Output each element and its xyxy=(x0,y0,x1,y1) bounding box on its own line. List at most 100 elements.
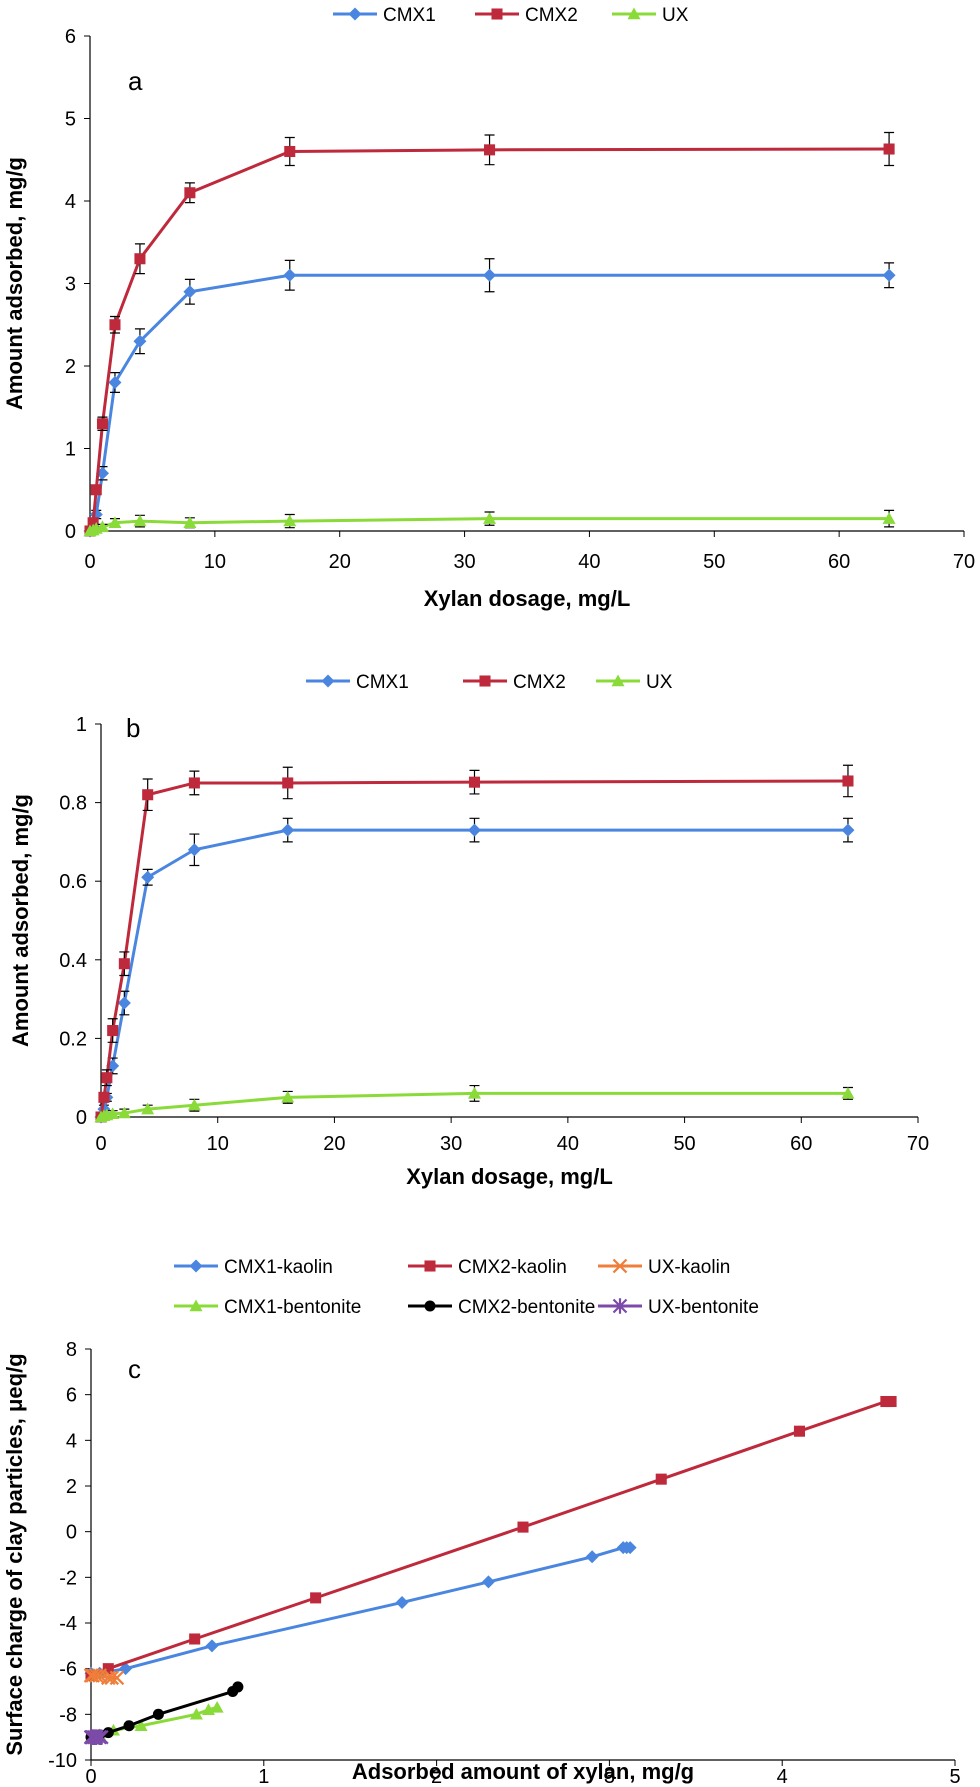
data-point xyxy=(95,520,109,533)
x-tick-label: 40 xyxy=(578,551,600,573)
y-tick-label: 2 xyxy=(66,1476,77,1498)
data-point xyxy=(842,775,854,787)
chart-panel-a: 0 10 20 30 40 50 60 70 0 1 2 3 4 5 6 Xylan dosage, mg/L… xyxy=(2,5,975,611)
data-point xyxy=(882,512,896,524)
chart-panel-b: 0 10 20 30 40 50 60 70 0 0.2 0.4 0.6 0.8 1 Xylan dosag… xyxy=(8,672,929,1189)
data-point xyxy=(87,517,99,529)
data-point xyxy=(123,1720,135,1732)
y-tick-label: 5 xyxy=(65,109,76,131)
data-point xyxy=(106,1107,120,1120)
x-tick-label: 20 xyxy=(323,1133,345,1155)
data-point xyxy=(885,1395,897,1408)
x-tick-label: 60 xyxy=(790,1133,812,1155)
data-point xyxy=(841,823,855,837)
data-point xyxy=(483,268,497,282)
legend-item-cmx1: CMX1 xyxy=(306,672,409,693)
data-point xyxy=(90,484,102,496)
data-point xyxy=(517,1521,529,1533)
data-point xyxy=(108,376,122,389)
series-line xyxy=(91,1546,631,1675)
data-point xyxy=(841,1086,855,1099)
series-line xyxy=(99,779,848,1118)
legend-item-cmx1-kaolin: CMX1-kaolin xyxy=(174,1257,333,1278)
series-cmx2 xyxy=(95,764,854,1123)
series-cmx1 xyxy=(83,258,896,538)
legend-label: CMX1 xyxy=(383,5,436,26)
legend-swatch-marker xyxy=(189,1259,203,1273)
legend-swatch-marker xyxy=(611,674,625,687)
x-tick-label: 30 xyxy=(453,551,475,573)
data-point xyxy=(210,1700,224,1713)
data-point xyxy=(141,870,155,884)
y-tick-label: -8 xyxy=(59,1704,77,1726)
data-point xyxy=(183,516,197,528)
data-point xyxy=(184,187,196,199)
y-tick-label: 1 xyxy=(76,714,87,736)
y-tick-label: 0 xyxy=(76,1107,87,1129)
data-point xyxy=(483,512,497,524)
data-point xyxy=(92,1668,107,1683)
data-point xyxy=(102,1663,114,1675)
legend-item-cmx1-bentonite: CMX1-bentonite xyxy=(174,1297,361,1318)
legend-swatch-marker xyxy=(612,1258,628,1274)
data-point xyxy=(189,1707,203,1720)
x-tick-label: 10 xyxy=(207,1133,229,1155)
data-point xyxy=(183,285,197,299)
x-tick-label: 10 xyxy=(204,551,226,573)
series-cmx2-kaolin xyxy=(85,1395,897,1682)
y-tick-label: 0.6 xyxy=(59,871,87,893)
x-axis-title: Xylan dosage, mg/L xyxy=(406,1164,613,1189)
legend-label: CMX1-bentonite xyxy=(224,1297,361,1318)
x-tick-label: 5 xyxy=(949,1766,960,1787)
data-point xyxy=(152,1708,164,1720)
legend-item-cmx2: CMX2 xyxy=(475,5,578,26)
data-point xyxy=(468,776,481,788)
y-tick-label: 6 xyxy=(65,26,76,48)
legend-label: CMX2 xyxy=(513,672,566,693)
y-axis-title: Surface charge of clay particles, μeq/g xyxy=(2,1353,27,1755)
x-tick-label: 30 xyxy=(440,1133,462,1155)
y-tick-label: 1 xyxy=(65,439,76,461)
legend-item-ux: UX xyxy=(596,672,673,693)
series-line xyxy=(88,147,890,532)
chart-panel-c: 0 1 2 3 4 5 -10 -8 -6 -4 -2 0 2 4 6 8 Adsorbed amount of… xyxy=(2,1257,961,1787)
series-cmx1-kaolin xyxy=(84,1541,637,1680)
legend-item-cmx2: CMX2 xyxy=(463,672,566,693)
data-point xyxy=(232,1681,244,1693)
y-tick-label: 4 xyxy=(66,1430,77,1452)
legend-label: UX xyxy=(646,672,673,693)
data-point xyxy=(481,1575,495,1589)
y-tick-label: -4 xyxy=(59,1613,77,1635)
legend-swatch-marker xyxy=(424,1260,436,1272)
data-point xyxy=(883,143,895,155)
data-point xyxy=(467,1086,481,1099)
y-tick-label: 6 xyxy=(66,1385,77,1407)
data-point xyxy=(283,268,297,282)
data-point xyxy=(133,514,147,527)
x-tick-label: 70 xyxy=(907,1133,929,1155)
data-point xyxy=(141,1102,155,1115)
x-tick-label: 50 xyxy=(703,551,725,573)
y-tick-label: 2 xyxy=(65,356,76,378)
data-point xyxy=(134,253,146,265)
data-point xyxy=(793,1425,806,1437)
legend-swatch-marker xyxy=(627,7,641,20)
legend-swatch-marker xyxy=(479,675,491,687)
data-point xyxy=(655,1473,667,1485)
panel-letter: a xyxy=(128,66,143,96)
x-tick-label: 0 xyxy=(85,1766,96,1787)
data-point xyxy=(107,1025,119,1037)
x-tick-label: 3 xyxy=(604,1766,615,1787)
legend-item-cmx2-kaolin: CMX2-kaolin xyxy=(408,1257,567,1278)
x-tick-label: 50 xyxy=(673,1133,695,1155)
x-tick-label: 0 xyxy=(84,551,95,573)
x-axis-title: Adsorbed amount of xylan, mg/g xyxy=(352,1759,694,1784)
data-point xyxy=(88,1668,104,1683)
y-tick-label: 4 xyxy=(65,191,76,213)
data-point xyxy=(484,144,496,156)
data-point xyxy=(92,1729,107,1745)
legend: CMX1 CMX2 UX xyxy=(306,672,673,693)
panel-letter: c xyxy=(128,1354,141,1384)
data-point xyxy=(133,334,147,348)
